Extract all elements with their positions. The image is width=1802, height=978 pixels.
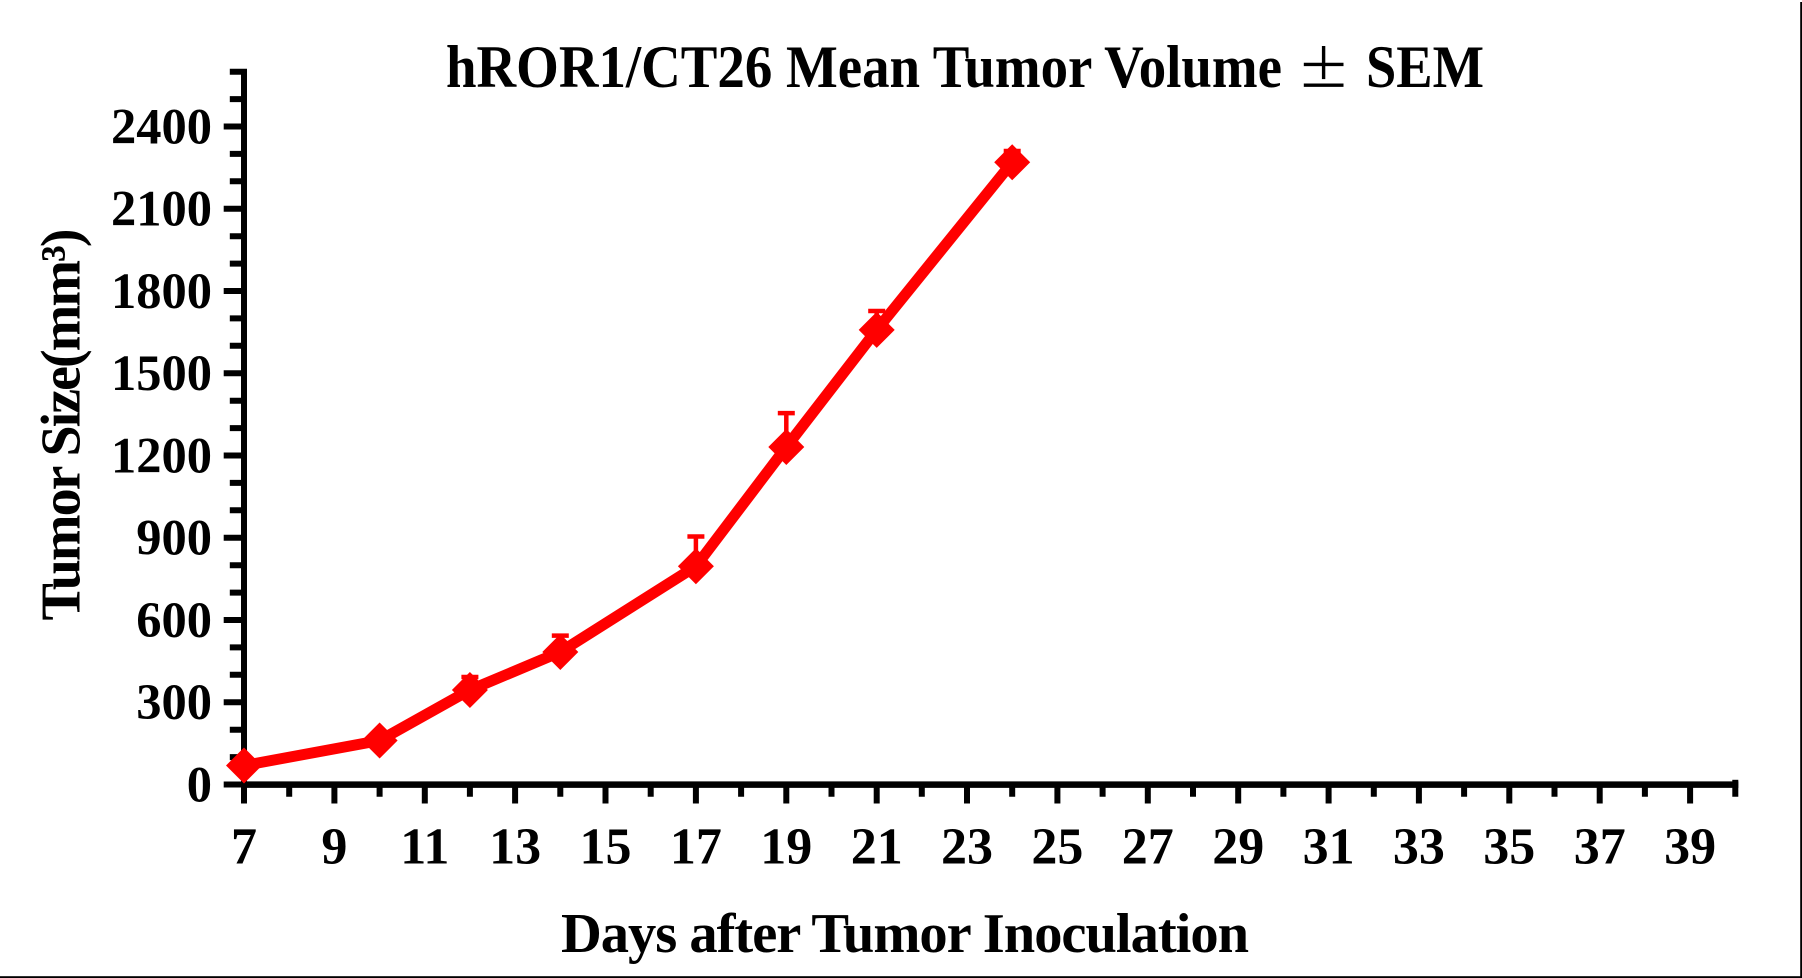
svg-text:0: 0 xyxy=(187,756,212,812)
svg-text:Days after Tumor Inoculation: Days after Tumor Inoculation xyxy=(561,903,1249,965)
svg-text:2100: 2100 xyxy=(111,181,212,237)
svg-text:9: 9 xyxy=(321,819,347,876)
svg-text:300: 300 xyxy=(136,674,212,730)
svg-text:33: 33 xyxy=(1393,819,1445,876)
svg-text:29: 29 xyxy=(1212,819,1264,876)
svg-text:39: 39 xyxy=(1664,819,1716,876)
svg-text:15: 15 xyxy=(580,819,632,876)
svg-text:13: 13 xyxy=(489,819,541,876)
svg-text:21: 21 xyxy=(851,819,903,876)
svg-text:37: 37 xyxy=(1574,819,1626,876)
svg-text:1200: 1200 xyxy=(111,427,212,483)
svg-text:600: 600 xyxy=(136,592,212,648)
svg-text:31: 31 xyxy=(1303,819,1355,876)
svg-text:23: 23 xyxy=(941,819,993,876)
svg-text:1500: 1500 xyxy=(111,345,212,401)
svg-text:2400: 2400 xyxy=(111,98,212,154)
svg-text:hROR1/CT26 Mean Tumor Volume: hROR1/CT26 Mean Tumor Volume xyxy=(446,34,1282,100)
svg-text:900: 900 xyxy=(136,510,212,566)
svg-text:17: 17 xyxy=(670,819,722,876)
svg-text:25: 25 xyxy=(1031,819,1083,876)
svg-text:SEM: SEM xyxy=(1366,34,1484,100)
svg-text:7: 7 xyxy=(231,819,257,876)
svg-text:27: 27 xyxy=(1122,819,1174,876)
svg-text:11: 11 xyxy=(400,819,449,876)
svg-text:19: 19 xyxy=(760,819,812,876)
svg-text:Tumor Size(mm³): Tumor Size(mm³) xyxy=(31,229,93,621)
svg-text:1800: 1800 xyxy=(111,263,212,319)
svg-text:35: 35 xyxy=(1483,819,1535,876)
